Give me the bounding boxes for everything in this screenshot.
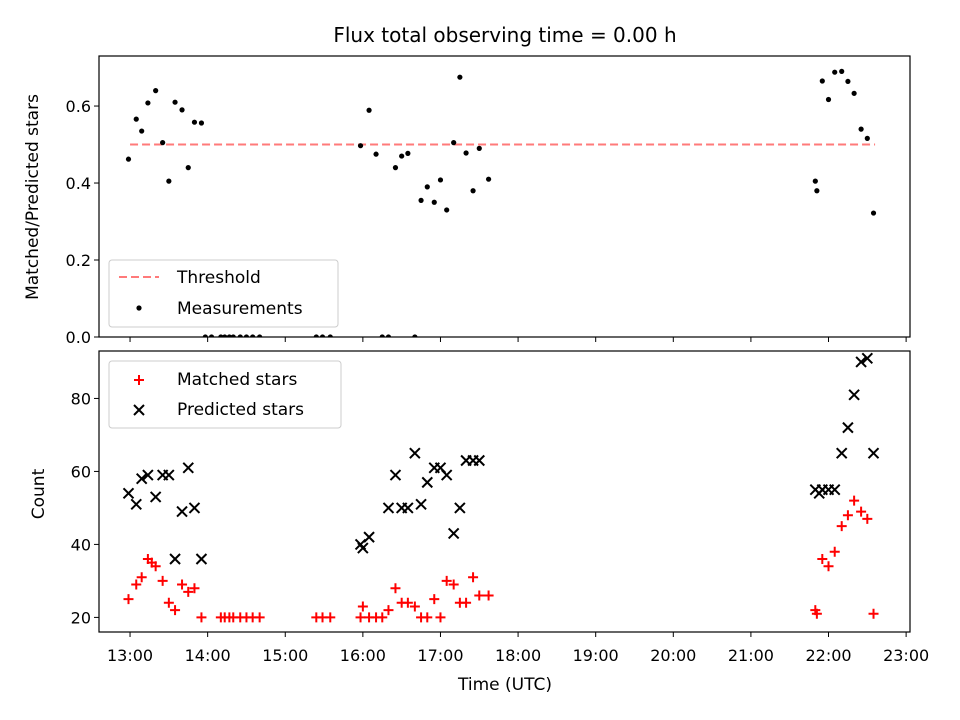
measurement-point [145, 100, 150, 105]
x-tick-label: 23:00 [883, 646, 929, 665]
measurement-point [457, 75, 462, 80]
x-tick-label: 15:00 [262, 646, 308, 665]
top-y-tick-label: 0.0 [66, 328, 91, 347]
measurement-point [432, 200, 437, 205]
measurement-point [418, 198, 423, 203]
x-tick-label: 22:00 [805, 646, 851, 665]
top-y-tick-label: 0.4 [66, 174, 91, 193]
measurement-point [852, 91, 857, 96]
bottom-legend: Matched stars Predicted stars [109, 361, 341, 428]
measurement-point [405, 151, 410, 156]
x-tick-label: 18:00 [495, 646, 541, 665]
legend-measurement-label: Measurements [177, 299, 303, 319]
top-y-tick-label: 0.2 [66, 251, 91, 270]
legend-predicted-label: Predicted stars [177, 400, 304, 420]
measurement-point [425, 184, 430, 189]
measurement-point [153, 88, 158, 93]
measurement-point [486, 177, 491, 182]
top-legend: Threshold Measurements [109, 260, 338, 327]
measurement-point [199, 120, 204, 125]
measurement-point [813, 179, 818, 184]
measurement-point [166, 179, 171, 184]
measurement-point [444, 207, 449, 212]
measurement-point [134, 117, 139, 122]
chart-title: Flux total observing time = 0.00 h [333, 23, 676, 47]
top-y-tick-label: 0.6 [66, 97, 91, 116]
measurement-point [871, 210, 876, 215]
measurement-point [373, 152, 378, 157]
measurement-point [160, 140, 165, 145]
x-tick-label: 14:00 [185, 646, 231, 665]
measurement-point [463, 150, 468, 155]
x-axis-label: Time (UTC) [457, 675, 552, 695]
bottom-y-axis-label: Count [29, 468, 49, 519]
measurement-point [477, 146, 482, 151]
bottom-y-tick-label: 20 [71, 608, 91, 627]
legend-measurement-swatch [136, 305, 141, 310]
measurement-point [366, 108, 371, 113]
measurement-point [814, 188, 819, 193]
measurement-point [186, 165, 191, 170]
x-tick-label: 21:00 [728, 646, 774, 665]
measurement-point [845, 79, 850, 84]
measurement-point [126, 157, 131, 162]
measurement-point [399, 153, 404, 158]
measurement-point [172, 100, 177, 105]
x-tick-label: 16:00 [340, 646, 386, 665]
measurement-point [839, 69, 844, 74]
measurement-point [470, 188, 475, 193]
measurement-point [865, 136, 870, 141]
legend-matched-label: Matched stars [177, 370, 297, 390]
bottom-y-tick-label: 40 [71, 535, 91, 554]
x-tick-label: 13:00 [107, 646, 153, 665]
chart-figure: Flux total observing time = 0.00 h Match… [0, 0, 960, 720]
measurement-point [393, 165, 398, 170]
measurement-point [192, 120, 197, 125]
top-y-axis-label: Matched/Predicted stars [23, 94, 43, 300]
measurement-point [859, 127, 864, 132]
measurement-point [358, 143, 363, 148]
bottom-y-tick-label: 60 [71, 462, 91, 481]
measurement-point [179, 107, 184, 112]
measurement-point [438, 177, 443, 182]
measurement-point [832, 70, 837, 75]
measurement-point [451, 140, 456, 145]
measurement-point [820, 78, 825, 83]
measurement-point [139, 128, 144, 133]
bottom-y-tick-label: 80 [71, 389, 91, 408]
x-tick-label: 19:00 [573, 646, 619, 665]
x-tick-label: 20:00 [650, 646, 696, 665]
measurement-point [826, 97, 831, 102]
legend-threshold-label: Threshold [176, 268, 261, 288]
x-tick-label: 17:00 [417, 646, 463, 665]
